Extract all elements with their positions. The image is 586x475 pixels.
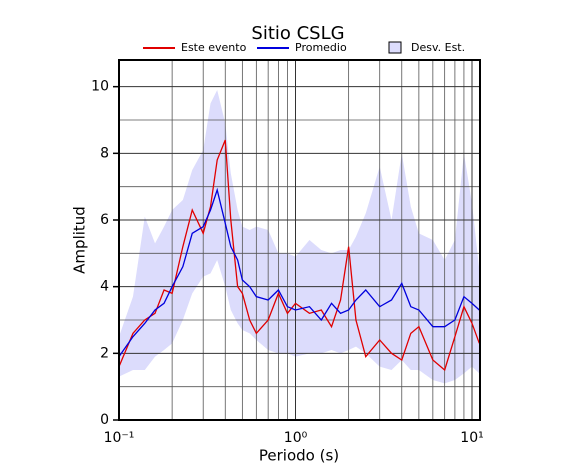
plot-frame	[118, 59, 481, 421]
y-axis-label: Amplitud	[71, 206, 89, 274]
x-tick-label: 10¹	[460, 430, 483, 446]
x-axis-label: Periodo (s)	[259, 447, 339, 465]
legend-label: Promedio	[295, 41, 347, 54]
legend-swatch	[388, 41, 402, 54]
std-band	[119, 90, 480, 384]
y-tick-label: 10	[91, 79, 109, 95]
y-tick-label: 0	[100, 412, 109, 428]
legend-label: Este evento	[181, 41, 247, 54]
x-tick-label: 10⁻¹	[104, 430, 135, 446]
y-tick-label: 2	[100, 345, 109, 361]
chart-title: Sitio CSLG	[251, 23, 344, 44]
x-tick-label: 10⁰	[284, 430, 308, 446]
y-tick-label: 8	[100, 145, 109, 161]
y-tick-label: 6	[100, 212, 109, 228]
series-line	[118, 187, 480, 358]
y-tick-label: 4	[100, 279, 109, 295]
series-line	[118, 139, 480, 372]
legend-label: Desv. Est.	[411, 41, 465, 54]
